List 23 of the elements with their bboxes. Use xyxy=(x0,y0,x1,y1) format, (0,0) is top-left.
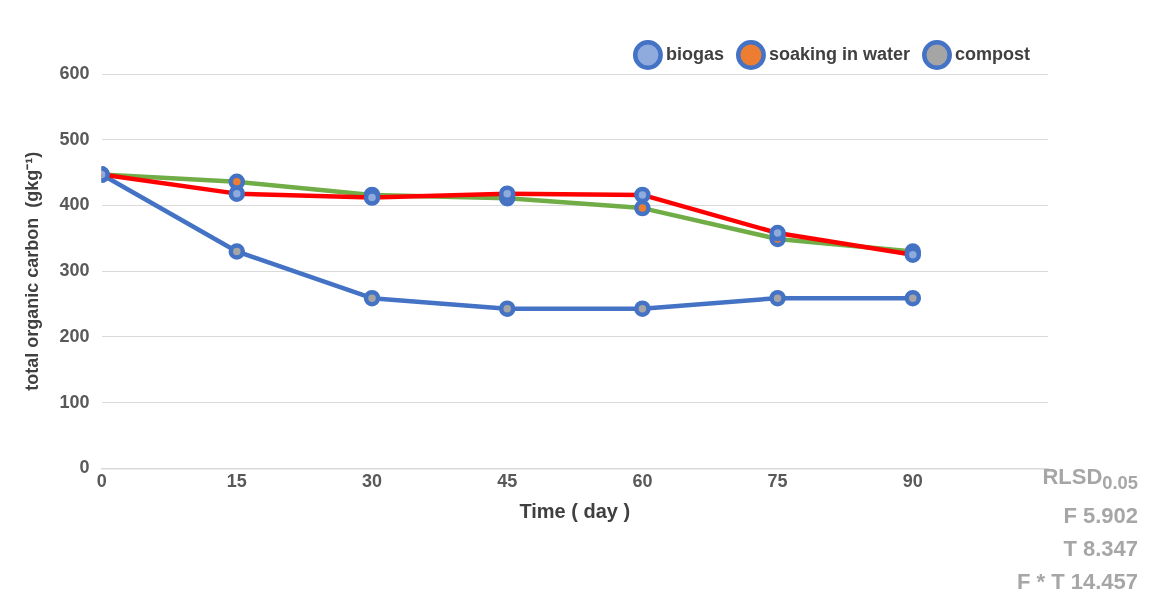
legend-label: compost xyxy=(954,43,1031,64)
legend-label: biogas xyxy=(665,43,724,64)
x-tick-label: 60 xyxy=(632,471,653,492)
y-tick-label: 0 xyxy=(79,457,90,478)
y-tick-label: 500 xyxy=(59,128,90,149)
text: F 5.902 xyxy=(1062,502,1138,531)
y-tick-label: 200 xyxy=(59,325,90,346)
x-tick-label: 45 xyxy=(497,471,518,492)
y-tick-label: 400 xyxy=(59,194,90,215)
x-tick-label: 90 xyxy=(902,471,923,492)
x-tick-label: 0 xyxy=(96,471,107,492)
x-axis-title: Time ( day ) xyxy=(519,499,631,522)
y-tick-label: 100 xyxy=(59,391,90,412)
annotation: RLSD$_{0.05}$ xyxy=(1041,463,1138,496)
x-tick-label: 75 xyxy=(767,471,788,492)
text: T 8.347 xyxy=(1062,535,1138,564)
text: F * T 14.457 xyxy=(1016,568,1138,597)
x-tick-label: 30 xyxy=(362,471,383,492)
y-tick-label: 600 xyxy=(59,62,90,83)
y-axis-title: total organic carbon (gkg⁻¹) xyxy=(21,151,42,391)
x-tick-label: 15 xyxy=(226,471,247,492)
legend-label: soaking in water xyxy=(768,43,910,64)
y-tick-label: 300 xyxy=(59,260,90,281)
